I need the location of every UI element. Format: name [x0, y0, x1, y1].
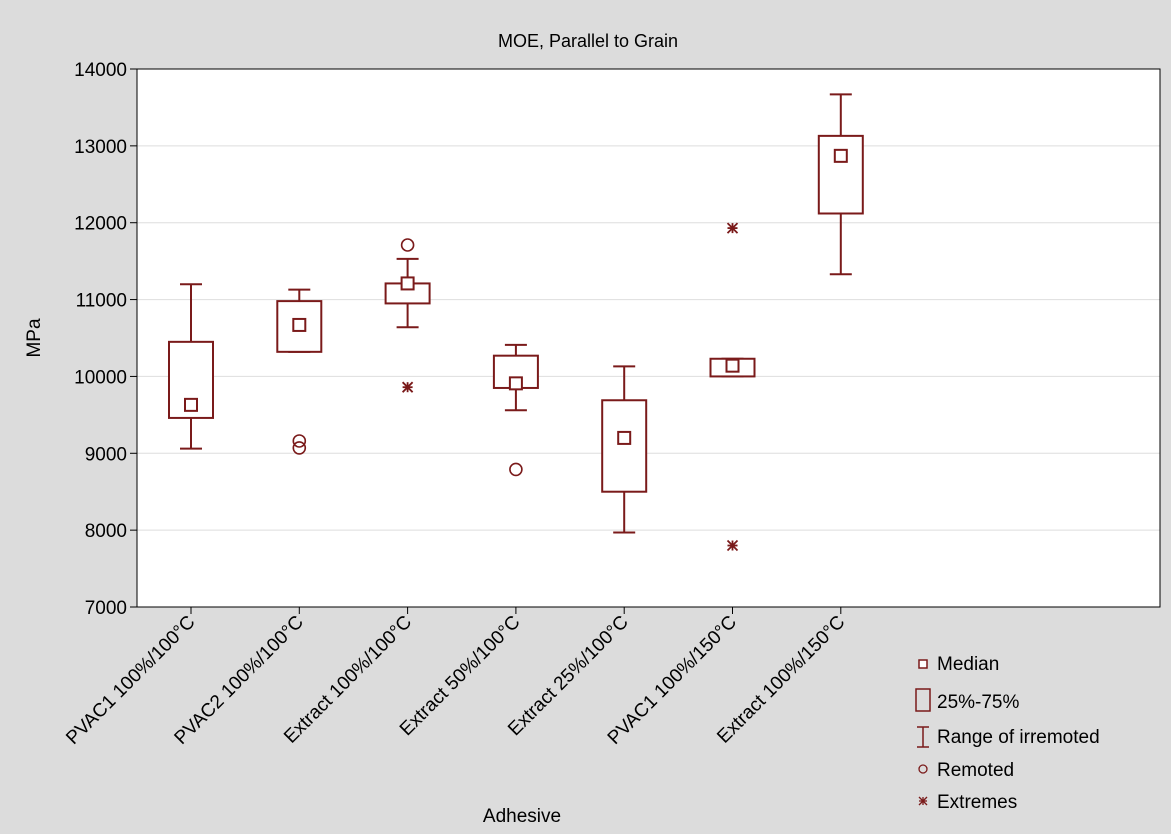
- box-group: [817, 93, 864, 276]
- box-group: [492, 343, 539, 477]
- boxes: [168, 93, 864, 552]
- x-axis-label: Adhesive: [483, 806, 561, 827]
- iqr-box: [601, 399, 648, 493]
- gridlines: [137, 145, 1160, 531]
- legend-item-range: Range of irremoted: [917, 726, 1100, 748]
- y-tick-label: 8000: [85, 521, 127, 542]
- y-tick-label: 13000: [74, 137, 127, 158]
- box-group: [384, 238, 431, 393]
- y-tick-label: 12000: [74, 214, 127, 235]
- median-marker: [725, 358, 740, 373]
- median-marker: [292, 317, 307, 332]
- remoted-point: [400, 238, 415, 252]
- box-group: [601, 365, 648, 534]
- x-tick-label: Extract 25%/100°C: [504, 612, 633, 741]
- legend-label: 25%-75%: [937, 692, 1019, 713]
- chart-title: MOE, Parallel to Grain: [498, 31, 678, 51]
- plot-area-border: [136, 68, 1161, 608]
- box-group: [276, 288, 323, 455]
- y-tick-label: 7000: [85, 598, 127, 619]
- y-axis-label: MPa: [24, 318, 45, 358]
- y-tick-label: 9000: [85, 444, 127, 465]
- extreme-point: [726, 539, 739, 552]
- median-marker: [508, 376, 523, 391]
- legend: Median 25%-75% Range of irremoted Remoted Ex…: [915, 654, 1100, 813]
- extreme-point-stroke: [726, 222, 739, 234]
- legend-median-symbol: [918, 659, 928, 669]
- legend-item-extremes: Extremes: [918, 792, 1017, 813]
- extreme-point-stroke: [401, 381, 414, 393]
- iqr-box: [817, 134, 864, 215]
- extreme-point: [726, 222, 739, 234]
- box-group: [709, 222, 756, 552]
- legend-label: Median: [937, 654, 999, 675]
- median-marker: [400, 276, 415, 291]
- remoted-point: [509, 462, 523, 477]
- remoted-point: [292, 434, 307, 448]
- legend-extremes-symbol: [918, 796, 928, 806]
- legend-item-median: Median: [918, 654, 999, 675]
- legend-extremes-stroke: [918, 796, 928, 806]
- y-tick-label: 10000: [74, 367, 127, 388]
- median-marker: [833, 148, 848, 163]
- legend-item-box: 25%-75%: [915, 688, 1019, 713]
- legend-label: Remoted: [937, 760, 1014, 781]
- x-tick-label: Extract 50%/100°C: [396, 612, 525, 741]
- y-tick-label: 11000: [76, 291, 127, 312]
- legend-label: Extremes: [937, 792, 1017, 813]
- remoted-point: [292, 441, 307, 455]
- legend-remoted-symbol: [918, 764, 928, 774]
- y-tick-label: 14000: [74, 60, 127, 81]
- legend-box-symbol: [915, 688, 931, 712]
- legend-label: Range of irremoted: [937, 727, 1100, 748]
- box-group: [168, 283, 214, 450]
- legend-item-remoted: Remoted: [918, 760, 1014, 781]
- extreme-point-stroke: [726, 539, 739, 552]
- extreme-point: [401, 381, 414, 393]
- median-marker: [617, 430, 632, 445]
- median-marker: [184, 397, 198, 412]
